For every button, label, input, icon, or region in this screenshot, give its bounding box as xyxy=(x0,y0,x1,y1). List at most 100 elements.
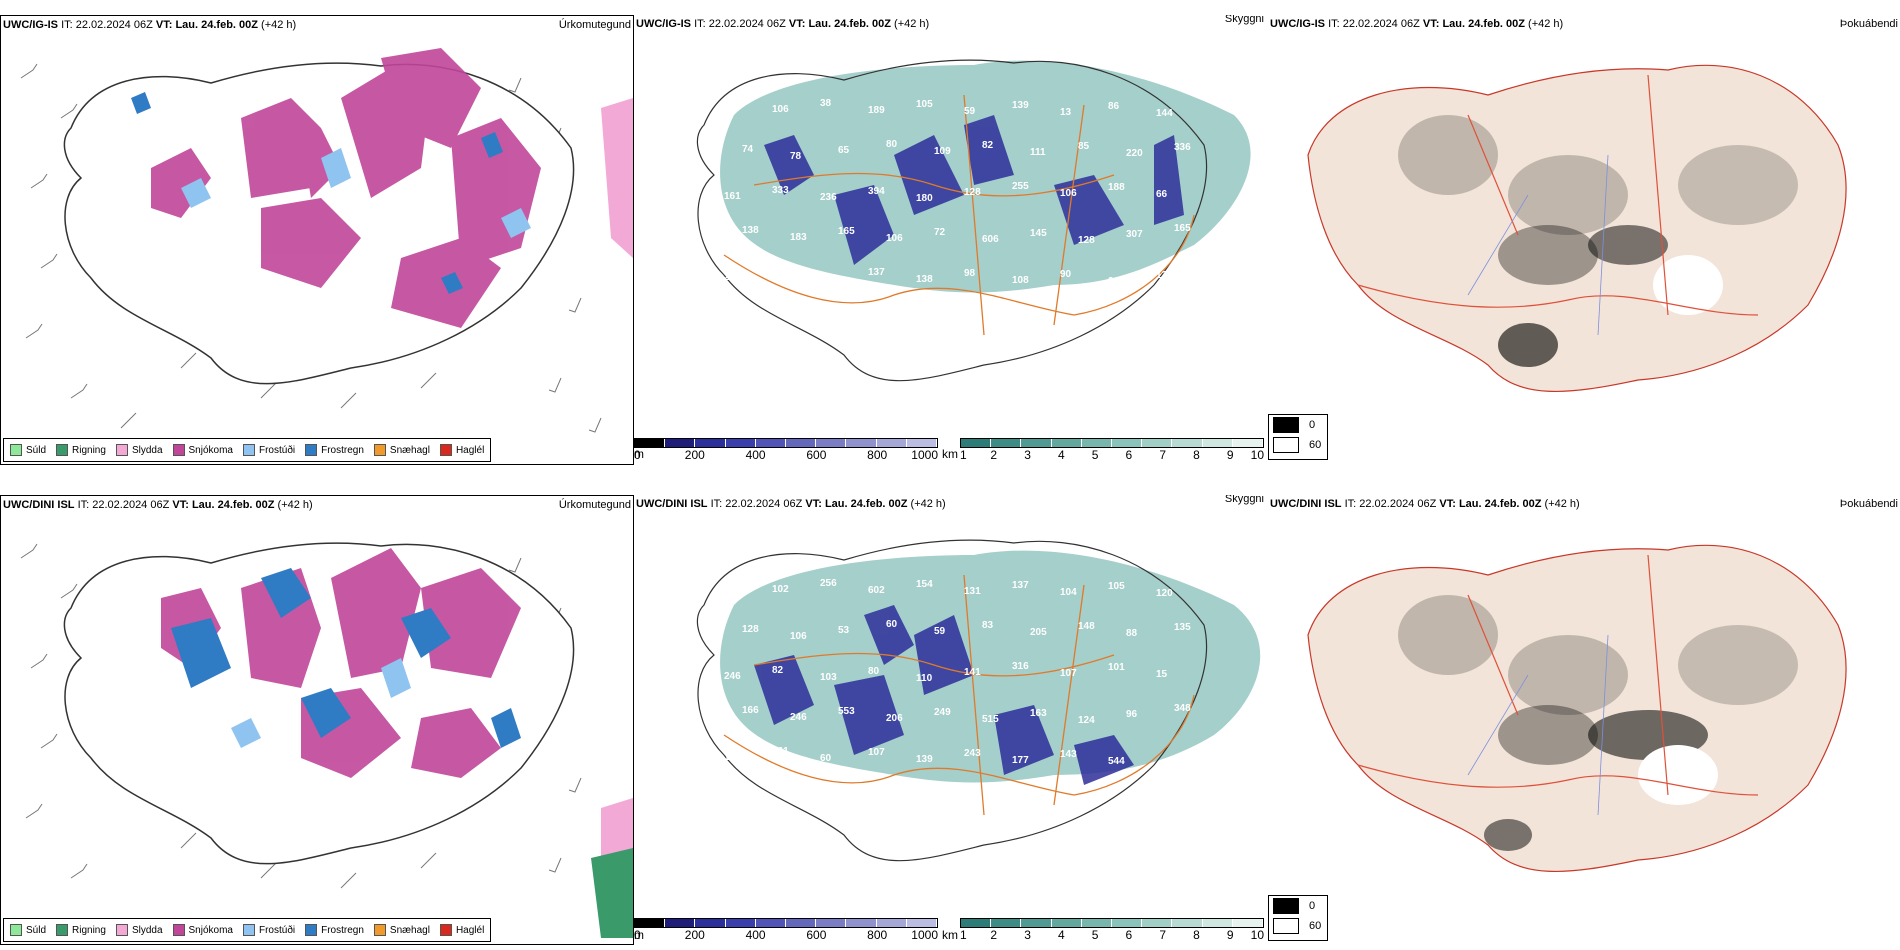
colorbar-tick-label: 10 xyxy=(1250,928,1264,942)
fog-legend: 0 60 xyxy=(1268,895,1328,941)
cloud-base-value: 38 xyxy=(820,98,832,109)
cloud-base-swatches xyxy=(634,438,938,448)
legend-swatch xyxy=(10,444,22,456)
cloud-base-labels: 107 106 38 189 105 59 139 13 86 144 74 78 65 80 109 82 1… xyxy=(724,97,1191,287)
colorbar-swatch xyxy=(876,439,907,447)
cloud-base-value: 348 xyxy=(1174,703,1191,714)
cloud-base-value: 60 xyxy=(820,753,832,764)
colorbar-swatch xyxy=(1081,439,1113,447)
cloud-base-value: 154 xyxy=(916,579,933,590)
cloud-base-value: 255 xyxy=(1012,181,1029,192)
cloud-base-value: 336 xyxy=(1174,142,1191,153)
cloud-base-value: 602 xyxy=(868,585,885,596)
cloud-panel-top: UWC/IG-IS IT: 22.02.2024 06Z VT: Lau. 24… xyxy=(634,15,1266,463)
cloud-base-value: 177 xyxy=(1012,755,1029,766)
legend-swatch xyxy=(439,444,452,456)
cloud-base-value: 262 xyxy=(724,272,741,283)
colorbar-swatch xyxy=(755,919,787,927)
roads xyxy=(723,94,1195,336)
colorbar-tick-label: 9 xyxy=(1226,928,1234,942)
legend-item-snow-grains: Snæhagl xyxy=(373,444,430,456)
cloud-base-value: 132 xyxy=(1156,270,1173,281)
cloud-base-value: 105 xyxy=(1108,581,1125,592)
legend-item-snowfall: Snjókoma xyxy=(172,444,233,456)
legend-swatch xyxy=(56,444,69,456)
cloud-base-value: 106 xyxy=(790,631,807,642)
colorbar-swatch xyxy=(786,439,817,447)
cloud-base-value: 139 xyxy=(916,754,933,765)
cloud-base-value: 188 xyxy=(1108,182,1125,193)
colorbar-swatch xyxy=(1112,919,1143,927)
cloud-base-value: 60 xyxy=(886,619,898,630)
legend-swatch xyxy=(373,444,386,456)
cloud-base-value: 249 xyxy=(934,707,951,718)
cloud-base-value: 105 xyxy=(916,99,933,110)
rain-area xyxy=(591,848,633,938)
panel-variable: Skyggni xyxy=(1224,15,1264,25)
roads xyxy=(723,574,1195,816)
visibility-ticks: 1 2 3 4 5 6 7 8 9 10 xyxy=(960,448,1264,462)
cloud-base-value: 143 xyxy=(1060,749,1077,760)
cloud-base-value: 138 xyxy=(916,274,933,285)
colorbar-tick-label: 1 xyxy=(960,448,967,462)
legend-item-freezing-rain: Frostregn xyxy=(305,924,364,936)
colorbar-swatch xyxy=(961,439,992,447)
colorbar-swatch xyxy=(846,439,877,447)
colorbar-swatch xyxy=(816,919,847,927)
cloud-base-value: 53 xyxy=(838,625,850,636)
fog-legend-row: 0 xyxy=(1269,896,1327,916)
cloud-base-value: 180 xyxy=(916,193,933,204)
visibility-swatches xyxy=(960,438,1264,448)
cloud-base-value: 137 xyxy=(868,267,885,278)
cloud-base-value: 102 xyxy=(772,584,789,595)
cloud-base-unit: m xyxy=(634,928,644,942)
cloud-base-value: 236 xyxy=(820,192,837,203)
cloud-base-unit: m xyxy=(634,447,644,461)
colorbar-tick-label: 10 xyxy=(1250,448,1264,462)
legend-swatch xyxy=(242,924,255,936)
fog-panel-top: UWC/IG-IS IT: 22.02.2024 06Z VT: Lau. 24… xyxy=(1268,15,1900,463)
visibility-unit: km xyxy=(942,928,958,942)
colorbar-tick-label: 9 xyxy=(1226,448,1234,462)
colorbar-tick-label: 2 xyxy=(990,448,998,462)
colorbar-swatch xyxy=(635,919,666,927)
cloud-base-value: 128 xyxy=(742,624,759,635)
panel-title: UWC/IG-IS IT: 22.02.2024 06Z VT: Lau. 24… xyxy=(636,18,930,30)
colorbar-tick-label: 2 xyxy=(990,928,998,942)
colorbar-tick-label: 400 xyxy=(745,448,766,462)
cloud-base-value: 82 xyxy=(772,665,784,676)
cloud-base-value: 144 xyxy=(1156,108,1173,119)
cloud-base-value: 15 xyxy=(1156,669,1168,680)
panel-variable: Þokuábendi xyxy=(1839,18,1898,30)
legend-swatch xyxy=(305,444,318,456)
fog-clear-area xyxy=(1653,255,1723,315)
colorbar-tick-label: 0 xyxy=(634,448,641,462)
cloud-base-value: 98 xyxy=(964,268,976,279)
panel-variable: Úrkomutegund xyxy=(558,19,631,31)
cloud-base-value: 333 xyxy=(772,185,789,196)
legend-swatch xyxy=(439,924,452,936)
cloud-map: 122 102 256 602 154 131 137 104 105 120 128 106 53 60… xyxy=(696,539,1261,862)
low-cloud-blue xyxy=(754,605,1134,785)
cloud-base-value: 161 xyxy=(772,746,789,757)
cloud-base-value: 80 xyxy=(886,139,898,150)
colorbar-swatch xyxy=(1232,439,1264,447)
cloud-base-value: 183 xyxy=(790,232,807,243)
cloud-base-value: 96 xyxy=(1126,709,1138,720)
cloud-base-value: 74 xyxy=(742,144,754,155)
cloud-base-value: 108 xyxy=(1012,275,1029,286)
legend-swatch xyxy=(10,924,22,936)
legend-swatch xyxy=(242,444,255,456)
fog-panel-bottom: UWC/DINI ISL IT: 22.02.2024 06Z VT: Lau.… xyxy=(1268,495,1900,943)
teal-cloud-area xyxy=(720,550,1261,783)
colorbar-tick-label: 8 xyxy=(1193,928,1200,942)
legend-swatch xyxy=(115,924,128,936)
panel-title: UWC/DINI ISL IT: 22.02.2024 06Z VT: Lau.… xyxy=(3,499,313,511)
legend-item-hail: Haglél xyxy=(439,924,484,936)
colorbar-tick-label: 8 xyxy=(1193,448,1200,462)
cloud-map: 107 106 38 189 105 59 139 13 86 144 74 78 65 80 109 82 1… xyxy=(696,59,1251,382)
cloud-base-value: 106 xyxy=(1060,188,1077,199)
cloud-base-value: 137 xyxy=(1012,580,1029,591)
iceland-outline xyxy=(696,59,1208,382)
colorbar-tick-label: 800 xyxy=(867,448,888,462)
